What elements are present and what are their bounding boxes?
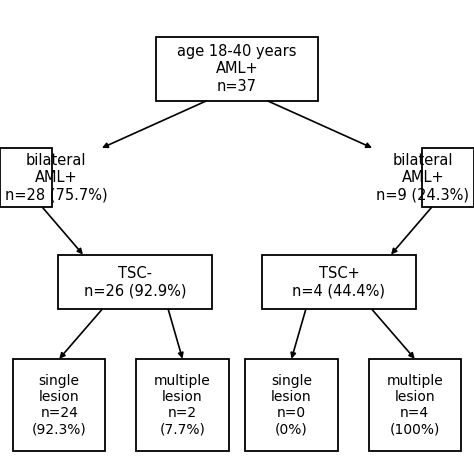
Text: single
lesion
n=0
(0%): single lesion n=0 (0%) bbox=[271, 374, 312, 437]
Text: bilateral
AML+
n=9 (24.3%): bilateral AML+ n=9 (24.3%) bbox=[376, 153, 469, 203]
FancyBboxPatch shape bbox=[422, 148, 474, 208]
Text: age 18-40 years
AML+
n=37: age 18-40 years AML+ n=37 bbox=[177, 44, 297, 94]
Text: TSC+
n=4 (44.4%): TSC+ n=4 (44.4%) bbox=[292, 266, 385, 298]
Text: single
lesion
n=24
(92.3%): single lesion n=24 (92.3%) bbox=[32, 374, 87, 437]
Text: multiple
lesion
n=2
(7.7%): multiple lesion n=2 (7.7%) bbox=[154, 374, 211, 437]
FancyBboxPatch shape bbox=[136, 359, 228, 451]
FancyBboxPatch shape bbox=[368, 359, 461, 451]
FancyBboxPatch shape bbox=[262, 255, 416, 310]
FancyBboxPatch shape bbox=[0, 148, 52, 208]
Text: multiple
lesion
n=4
(100%): multiple lesion n=4 (100%) bbox=[386, 374, 443, 437]
FancyBboxPatch shape bbox=[58, 255, 212, 310]
FancyBboxPatch shape bbox=[246, 359, 337, 451]
FancyBboxPatch shape bbox=[13, 359, 105, 451]
Text: TSC-
n=26 (92.9%): TSC- n=26 (92.9%) bbox=[84, 266, 186, 298]
Text: bilateral
AML+
n=28 (75.7%): bilateral AML+ n=28 (75.7%) bbox=[5, 153, 108, 203]
FancyBboxPatch shape bbox=[156, 37, 318, 101]
